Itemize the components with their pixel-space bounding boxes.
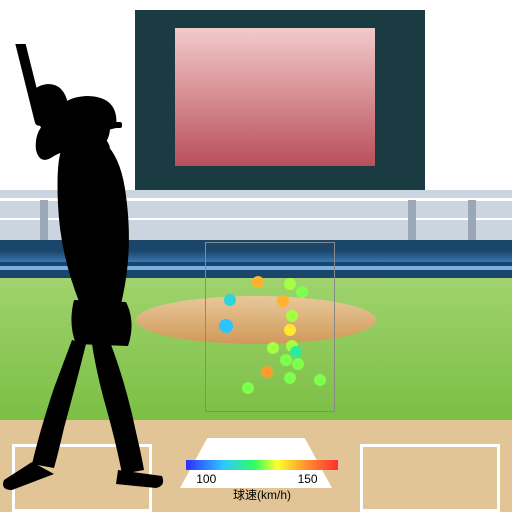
pitch-marker bbox=[284, 372, 296, 384]
pitch-marker bbox=[267, 342, 279, 354]
pitch-marker bbox=[284, 324, 296, 336]
pitch-marker bbox=[277, 295, 289, 307]
speed-colorbar bbox=[186, 460, 338, 470]
pitch-marker bbox=[261, 366, 273, 378]
pitch-marker bbox=[314, 374, 326, 386]
colorbar-tick: 100 bbox=[196, 472, 216, 486]
pitch-location-chart: 100 150 球速(km/h) bbox=[0, 0, 512, 512]
pitch-marker bbox=[280, 354, 292, 366]
colorbar-tick: 150 bbox=[298, 472, 318, 486]
pitch-marker bbox=[284, 278, 296, 290]
stand-post bbox=[408, 200, 416, 240]
pitch-marker bbox=[290, 346, 302, 358]
batter-box bbox=[360, 444, 500, 512]
colorbar-label: 球速(km/h) bbox=[233, 486, 291, 503]
pitch-marker bbox=[286, 310, 298, 322]
pitch-marker bbox=[296, 286, 308, 298]
pitch-marker bbox=[292, 358, 304, 370]
batter-silhouette bbox=[0, 44, 256, 494]
stand-post bbox=[468, 200, 476, 240]
